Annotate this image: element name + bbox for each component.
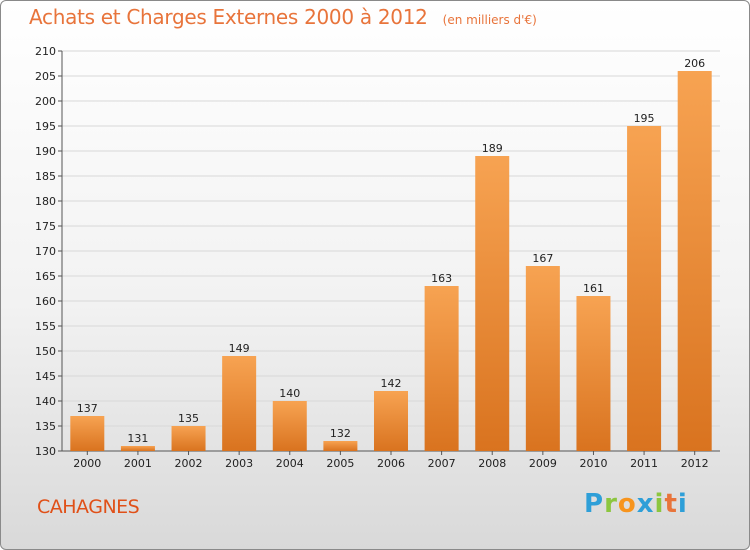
y-tick-label: 205 [35, 70, 56, 83]
bar [475, 156, 510, 451]
data-label: 137 [77, 402, 98, 415]
logo-letter: i [654, 489, 665, 519]
y-tick-label: 210 [35, 45, 56, 58]
data-label: 140 [279, 387, 300, 400]
bar [222, 356, 257, 451]
data-label: 132 [330, 427, 351, 440]
logo-letter: x [636, 489, 655, 519]
y-tick-label: 140 [35, 395, 56, 408]
y-tick-label: 190 [35, 145, 56, 158]
x-tick-label: 2008 [478, 457, 506, 470]
x-tick-label: 2003 [225, 457, 253, 470]
logo-letter: i [677, 489, 688, 519]
x-tick-label: 2011 [630, 457, 658, 470]
x-tick-label: 2002 [175, 457, 203, 470]
x-tick-label: 2009 [529, 457, 557, 470]
data-label: 131 [127, 432, 148, 445]
y-tick-label: 175 [35, 220, 56, 233]
labels: 137 2000 131 2001 135 2002 149 2003 140 2004 132 20… [73, 57, 708, 470]
logo-letter: P [584, 489, 605, 519]
y-tick-label: 170 [35, 245, 56, 258]
bar [576, 296, 611, 451]
data-label: 149 [229, 342, 250, 355]
bar [677, 71, 712, 451]
bar [525, 266, 560, 451]
y-tick-label: 135 [35, 420, 56, 433]
y-tick-label: 160 [35, 295, 56, 308]
x-tick-label: 2000 [73, 457, 101, 470]
logo-letter: o [617, 489, 637, 519]
bar [272, 401, 307, 451]
x-tick-label: 2006 [377, 457, 405, 470]
data-label: 163 [431, 272, 452, 285]
logo-letter: t [664, 489, 678, 519]
y-tick-label: 155 [35, 320, 56, 333]
y-tick-label: 165 [35, 270, 56, 283]
data-label: 206 [684, 57, 705, 70]
data-label: 142 [381, 377, 402, 390]
data-label: 161 [583, 282, 604, 295]
bars [70, 71, 712, 451]
y-tick-label: 195 [35, 120, 56, 133]
chart-subtitle: (en milliers d'€) [442, 13, 537, 27]
x-tick-label: 2005 [326, 457, 354, 470]
data-label: 189 [482, 142, 503, 155]
bar [424, 286, 459, 451]
data-label: 195 [634, 112, 655, 125]
x-tick-label: 2007 [428, 457, 456, 470]
data-label: 167 [532, 252, 553, 265]
bar [374, 391, 408, 451]
location-name: CAHAGNES [37, 496, 140, 518]
title-row: Achats et Charges Externes 2000 à 2012 (… [29, 5, 537, 29]
y-tick-label: 200 [35, 95, 56, 108]
x-tick-label: 2012 [681, 457, 709, 470]
y-tick-label: 185 [35, 170, 56, 183]
y-tick-label: 150 [35, 345, 56, 358]
x-tick-label: 2004 [276, 457, 304, 470]
logo-letter: r [604, 489, 618, 519]
x-tick-label: 2010 [579, 457, 607, 470]
y-tick-label: 130 [35, 445, 56, 458]
chart-title: Achats et Charges Externes 2000 à 2012 [29, 5, 428, 29]
bar [323, 441, 358, 451]
y-tick-label: 145 [35, 370, 56, 383]
proxiti-logo: Proxiti [584, 489, 688, 519]
y-tick-label: 180 [35, 195, 56, 208]
data-label: 135 [178, 412, 199, 425]
bar [120, 446, 155, 451]
x-tick-label: 2001 [124, 457, 152, 470]
bar [627, 126, 662, 451]
bar [171, 426, 206, 451]
bar [70, 416, 105, 451]
